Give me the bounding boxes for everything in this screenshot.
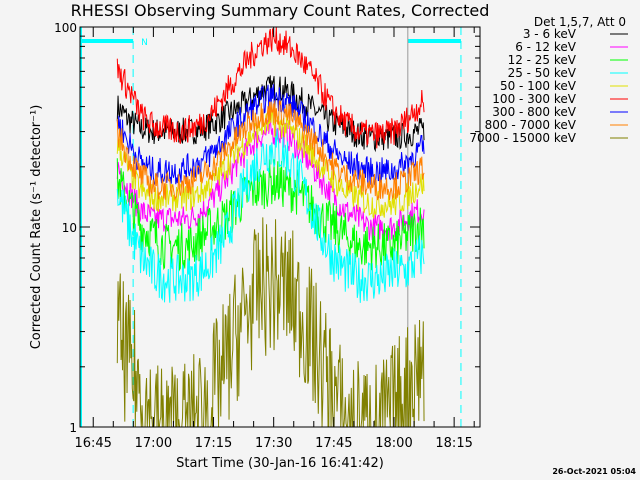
chart-title: RHESSI Observing Summary Count Rates, Co… <box>71 1 490 20</box>
x-tick-label: 18:15 <box>435 436 472 451</box>
legend-label: 800 - 7000 keV <box>485 118 577 132</box>
series-line-3 <box>116 128 425 303</box>
night-label: N <box>141 38 148 48</box>
footer-timestamp: 26-Oct-2021 05:04 <box>552 467 636 476</box>
legend-title: Det 1,5,7, Att 0 <box>534 15 626 29</box>
legend-label: 7000 - 15000 keV <box>469 131 576 145</box>
legend-label: 50 - 100 keV <box>500 79 577 93</box>
series-line-2 <box>116 158 425 272</box>
legend-label: 300 - 800 keV <box>492 105 576 119</box>
legend-label: 25 - 50 keV <box>508 66 577 80</box>
legend-label: 100 - 300 keV <box>492 92 576 106</box>
x-axis-label: Start Time (30-Jan-16 16:41:42) <box>176 456 384 471</box>
series-line-5 <box>116 26 425 149</box>
y-tick-label: 10 <box>62 221 77 235</box>
series-line-6 <box>116 84 425 186</box>
series-line-7 <box>116 100 425 201</box>
x-tick-label: 17:30 <box>255 436 292 451</box>
x-tick-label: 16:45 <box>74 436 111 451</box>
y-axis-label: Corrected Count Rate (s⁻¹ detector⁻¹) <box>29 105 44 350</box>
y-tick-label: 1 <box>69 421 77 435</box>
x-tick-label: 18:00 <box>375 436 412 451</box>
legend-label: 12 - 25 keV <box>508 53 577 67</box>
x-tick-label: 17:00 <box>135 436 172 451</box>
x-tick-label: 17:45 <box>315 436 352 451</box>
legend-label: 6 - 12 keV <box>515 40 577 54</box>
x-tick-label: 17:15 <box>195 436 232 451</box>
y-tick-label: 100 <box>54 21 77 35</box>
legend-label: 3 - 6 keV <box>523 27 577 41</box>
